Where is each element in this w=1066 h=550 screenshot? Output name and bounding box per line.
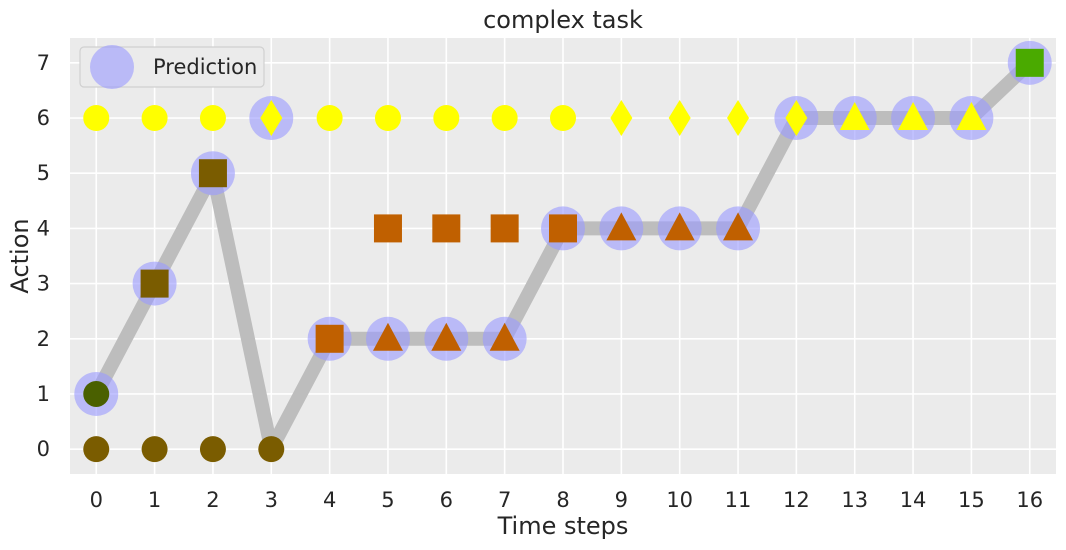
y-tick-label: 6 [37,106,50,130]
square-marker [198,159,227,188]
x-tick-label: 16 [1016,488,1043,512]
circle-marker [433,105,460,132]
y-tick-label: 7 [37,51,50,75]
circle-marker [199,436,226,463]
x-tick-label: 11 [725,488,752,512]
x-tick-label: 0 [90,488,103,512]
legend-prediction-label: Prediction [153,55,257,79]
square-marker [1015,48,1044,77]
legend-prediction-marker [90,45,134,89]
circle-marker [83,105,110,132]
legend: Prediction [79,45,265,89]
x-tick-label: 14 [900,488,927,512]
x-tick-label: 12 [783,488,810,512]
triangle-marker [723,212,754,241]
y-tick-label: 1 [37,382,50,406]
x-tick-label: 8 [556,488,569,512]
chart-title: complex task [483,6,643,34]
x-tick-label: 4 [323,488,336,512]
circle-marker [83,380,110,407]
triangle-marker [664,212,695,241]
x-tick-label: 2 [206,488,219,512]
x-tick-label: 7 [498,488,511,512]
x-tick-label: 1 [148,488,161,512]
x-tick-label: 10 [666,488,693,512]
square-marker [549,214,577,243]
triangle-marker [606,212,637,241]
diamond-marker [610,100,633,137]
triangle-marker [372,322,403,351]
square-marker [432,214,461,243]
triangle-marker [431,322,462,351]
circle-marker [141,436,168,463]
x-tick-label: 6 [440,488,453,512]
x-tick-label: 9 [615,488,628,512]
square-marker [315,324,344,353]
circle-marker [374,105,401,132]
circle-marker [83,436,110,463]
square-marker [140,269,169,298]
triangle-marker [839,102,870,131]
triangle-marker [956,102,987,131]
diamond-marker [260,100,283,137]
circle-marker [491,105,518,132]
circle-marker [141,105,168,132]
x-tick-label: 5 [381,488,394,512]
circle-marker [316,105,343,132]
y-tick-label: 4 [37,216,50,240]
y-tick-label: 5 [37,161,50,185]
marker-layer [83,48,1044,463]
square-marker [490,214,519,243]
triangle-marker [898,102,929,131]
y-tick-labels: 0 1 2 3 4 5 6 7 [37,51,50,461]
diamond-marker [727,100,750,137]
y-tick-label: 3 [37,272,50,296]
square-marker [373,214,402,243]
x-tick-label: 3 [265,488,278,512]
circle-marker [199,105,226,132]
y-tick-label: 0 [37,437,50,461]
x-tick-labels: 0 1 2 3 4 5 6 7 8 9 10 11 12 13 14 15 16 [90,488,1044,512]
diamond-marker [785,100,808,137]
diamond-marker [668,100,691,137]
x-axis-title: Time steps [497,512,629,540]
y-axis-title: Action [6,218,34,293]
triangle-marker [489,322,520,351]
y-tick-label: 2 [37,327,50,351]
x-tick-label: 13 [841,488,868,512]
circle-marker [550,105,576,132]
circle-marker [258,436,285,463]
x-tick-label: 15 [958,488,985,512]
